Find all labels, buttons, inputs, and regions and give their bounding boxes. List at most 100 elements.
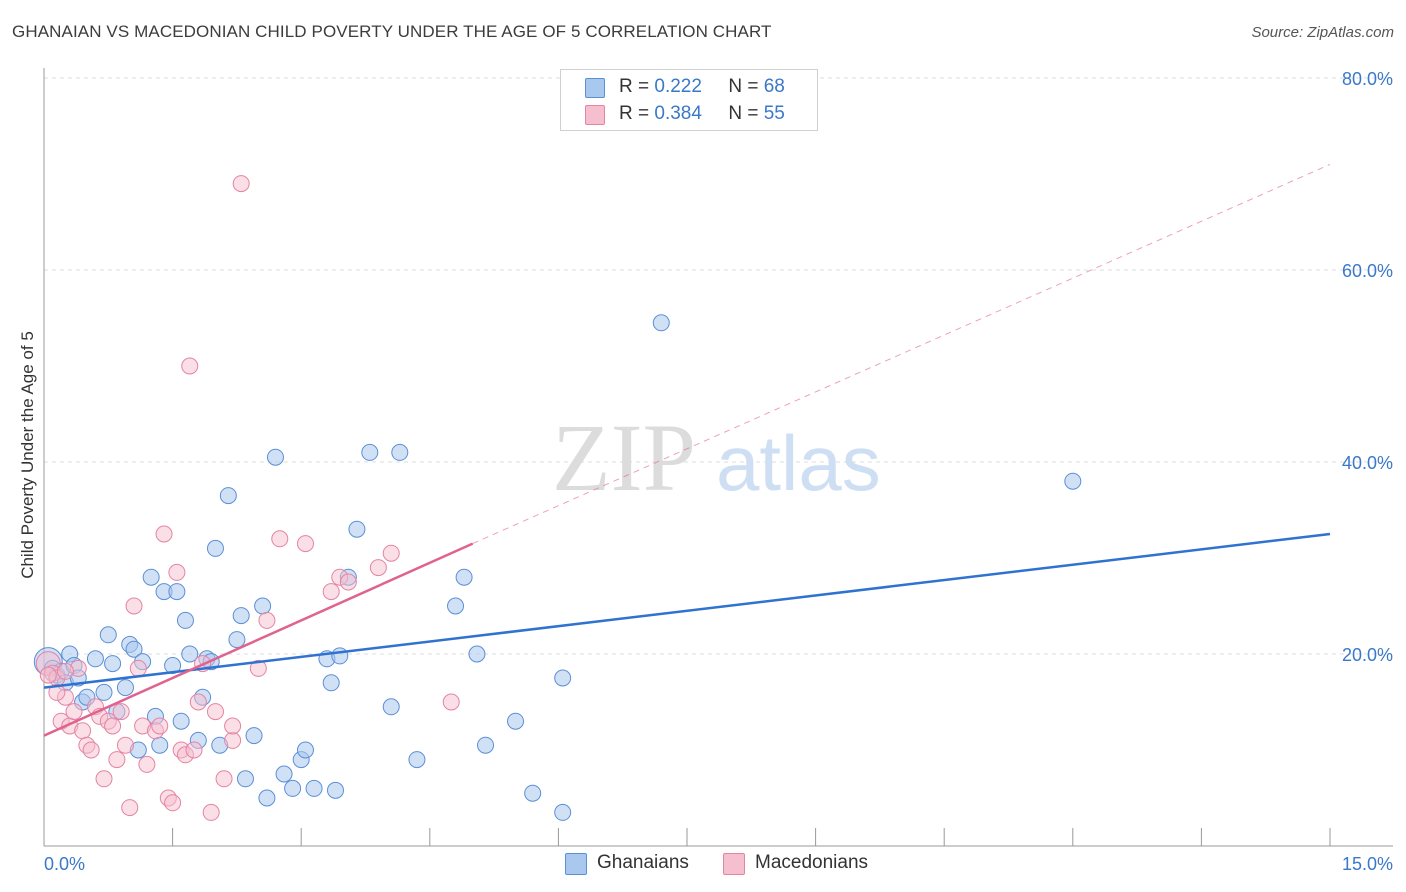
point-ghanaians <box>95 683 113 701</box>
watermark: ZIP atlas <box>552 404 881 511</box>
point-ghanaians <box>245 727 263 745</box>
point-macedonians <box>189 693 207 711</box>
point-macedonians <box>258 611 276 629</box>
point-macedonians <box>151 717 169 735</box>
point-macedonians <box>206 703 224 721</box>
point-ghanaians <box>236 770 254 788</box>
trend-lines <box>43 163 1331 737</box>
point-macedonians <box>138 755 156 773</box>
point-ghanaians <box>258 789 276 807</box>
point-macedonians <box>232 175 250 193</box>
point-ghanaians <box>554 803 572 821</box>
point-macedonians <box>322 583 340 601</box>
point-ghanaians <box>361 443 379 461</box>
y-tick-label: 80.0% <box>1342 69 1393 89</box>
point-macedonians <box>125 597 143 615</box>
point-macedonians <box>65 703 83 721</box>
point-macedonians <box>369 559 387 577</box>
point-ghanaians <box>326 781 344 799</box>
point-ghanaians <box>391 443 409 461</box>
point-ghanaians <box>322 674 340 692</box>
point-ghanaians <box>468 645 486 663</box>
y-tick-label: 60.0% <box>1342 261 1393 281</box>
point-ghanaians <box>172 712 190 730</box>
point-ghanaians <box>228 631 246 649</box>
point-macedonians <box>48 683 66 701</box>
x-tick-labels: 0.0% 15.0% <box>44 854 1393 874</box>
bottom-legend-label: Ghanaians <box>597 852 689 873</box>
point-ghanaians <box>104 655 122 673</box>
point-macedonians <box>382 544 400 562</box>
point-ghanaians <box>275 765 293 783</box>
legend-swatch-blue <box>585 78 605 98</box>
point-ghanaians <box>142 568 160 586</box>
point-macedonians <box>74 722 92 740</box>
point-macedonians <box>39 666 57 684</box>
legend-n-value: 68 <box>763 76 785 97</box>
point-macedonians <box>185 741 203 759</box>
point-macedonians <box>181 357 199 375</box>
x-tick-label: 0.0% <box>44 854 85 874</box>
watermark-atlas: atlas <box>716 419 881 507</box>
legend-r-label: R = <box>619 76 650 97</box>
source-credit: Source: ZipAtlas.com <box>1251 24 1394 41</box>
y-tick-labels: 20.0% 40.0% 60.0% 80.0% <box>1342 69 1393 665</box>
point-ghanaians <box>219 487 237 505</box>
correlation-legend: R = 0.222 N = 68 R = 0.384 N = 55 <box>560 69 818 131</box>
point-macedonians <box>164 794 182 812</box>
legend-n-label: N = <box>728 103 759 124</box>
point-macedonians <box>224 717 242 735</box>
point-ghanaians <box>1064 472 1082 490</box>
point-ghanaians <box>232 607 250 625</box>
point-macedonians <box>155 525 173 543</box>
point-ghanaians <box>125 640 143 658</box>
bottom-legend-label: Macedonians <box>755 852 869 873</box>
legend-text: R = 0.222 N = 68 <box>619 76 785 98</box>
point-ghanaians <box>382 698 400 716</box>
legend-text: R = 0.384 N = 55 <box>619 103 785 125</box>
chart-title: GHANAIAN VS MACEDONIAN CHILD POVERTY UND… <box>12 22 772 41</box>
point-macedonians <box>215 770 233 788</box>
point-macedonians <box>202 803 220 821</box>
point-macedonians <box>108 751 126 769</box>
point-macedonians <box>104 717 122 735</box>
bottom-legend-swatch-blue <box>565 853 587 875</box>
x-tick-label: 15.0% <box>1342 854 1393 874</box>
legend-n-value: 55 <box>763 103 785 124</box>
point-ghanaians <box>554 669 572 687</box>
point-ghanaians <box>86 650 104 668</box>
point-macedonians <box>95 770 113 788</box>
point-ghanaians <box>305 779 323 797</box>
y-tick-label: 20.0% <box>1342 645 1393 665</box>
watermark-zip: ZIP <box>552 404 696 511</box>
point-ghanaians <box>652 314 670 332</box>
point-macedonians <box>116 736 134 754</box>
point-ghanaians <box>99 626 117 644</box>
point-ghanaians <box>164 657 182 675</box>
point-ghanaians <box>284 779 302 797</box>
point-ghanaians <box>266 448 284 466</box>
point-ghanaians <box>254 597 272 615</box>
point-ghanaians <box>524 784 542 802</box>
point-ghanaians <box>348 520 366 538</box>
point-macedonians <box>442 693 460 711</box>
legend-r-label: R = <box>619 103 650 124</box>
legend-swatch-pink <box>585 105 605 125</box>
point-ghanaians <box>331 647 349 665</box>
point-macedonians <box>249 659 267 677</box>
point-macedonians <box>224 731 242 749</box>
point-macedonians <box>271 530 289 548</box>
legend-r-value: 0.222 <box>654 76 702 97</box>
legend-r-value: 0.384 <box>654 103 702 124</box>
point-ghanaians <box>477 736 495 754</box>
point-ghanaians <box>176 611 194 629</box>
point-ghanaians <box>151 736 169 754</box>
trend-line-macedonians <box>43 542 474 737</box>
point-macedonians <box>339 573 357 591</box>
point-ghanaians <box>116 679 134 697</box>
legend-n-label: N = <box>728 76 759 97</box>
point-ghanaians <box>507 712 525 730</box>
point-ghanaians <box>447 597 465 615</box>
point-macedonians <box>168 563 186 581</box>
